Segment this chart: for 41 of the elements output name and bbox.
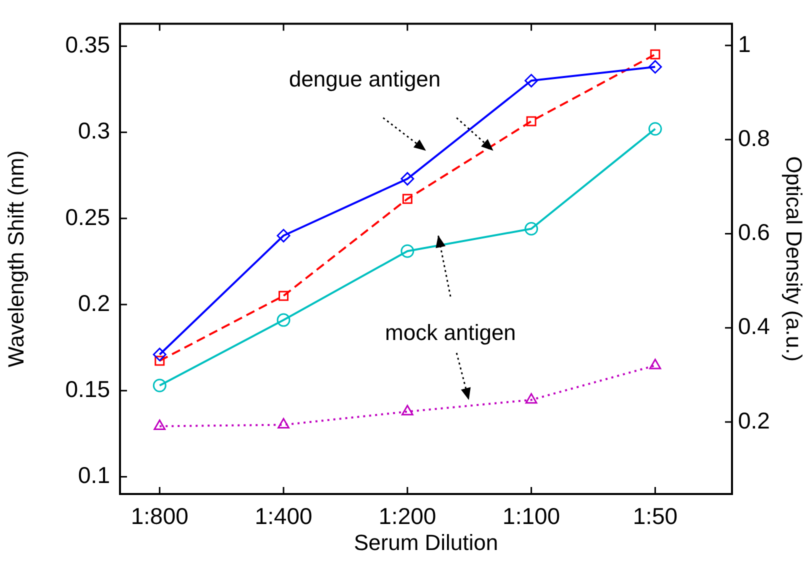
y2-tick-label: 0.2 xyxy=(738,407,770,434)
point xyxy=(152,378,166,392)
point xyxy=(648,60,662,74)
point xyxy=(649,358,662,370)
y2-axis-title: Optical Density (a.u.) xyxy=(782,156,806,362)
point xyxy=(648,122,662,136)
x-tick-label: 1:100 xyxy=(502,503,560,530)
point xyxy=(524,222,538,236)
point xyxy=(402,194,412,204)
x-tick-label: 1:50 xyxy=(632,503,678,530)
y-tick-label: 0.35 xyxy=(65,32,110,58)
y2-tick-label: 1 xyxy=(738,30,751,57)
y-tick-label: 0.1 xyxy=(78,462,110,488)
y-tick-label: 0.25 xyxy=(65,204,110,230)
point xyxy=(278,290,289,301)
y2-tick-label: 0.6 xyxy=(738,219,770,246)
point xyxy=(154,419,166,430)
point xyxy=(650,49,660,60)
annotation: dengue antigen xyxy=(288,66,441,92)
point xyxy=(276,228,290,242)
y-tick-label: 0.2 xyxy=(78,290,110,316)
point xyxy=(278,418,290,429)
point xyxy=(526,116,536,126)
point xyxy=(276,313,290,327)
x-tick-label: 1:400 xyxy=(254,503,312,530)
x-tick-label: 1:200 xyxy=(378,503,436,530)
point xyxy=(154,356,165,366)
y2-tick-label: 0.4 xyxy=(738,313,770,340)
point xyxy=(152,348,166,362)
point xyxy=(525,393,538,404)
point xyxy=(400,244,414,258)
y-tick-label: 0.3 xyxy=(78,118,110,144)
y-tick-label: 0.15 xyxy=(65,376,110,402)
annotation: mock antigen xyxy=(385,320,516,346)
y-axis-title: Wavelength Shift (nm) xyxy=(3,150,28,368)
point xyxy=(524,74,538,88)
y2-tick-label: 0.8 xyxy=(738,124,770,151)
point xyxy=(400,172,414,186)
x-tick-label: 1:800 xyxy=(130,503,188,530)
x-axis-title: Serum Dilution xyxy=(354,530,498,555)
point xyxy=(401,404,414,416)
